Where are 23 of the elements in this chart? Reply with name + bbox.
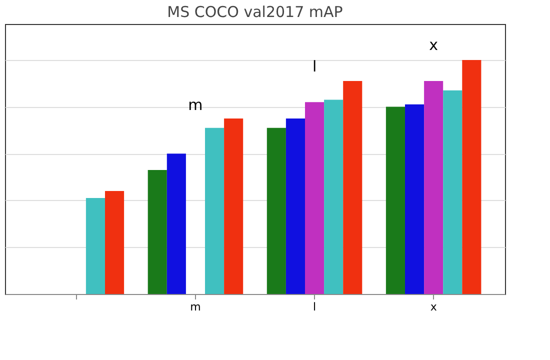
bar — [462, 60, 482, 294]
bar — [386, 106, 405, 294]
chart-title: MS COCO val2017 mAP — [167, 3, 343, 21]
bar — [148, 170, 167, 294]
bar — [266, 128, 286, 294]
bar — [343, 81, 362, 294]
bar — [405, 104, 424, 294]
x-tick-label: x — [430, 300, 438, 314]
bar — [166, 154, 186, 294]
bar — [424, 81, 444, 294]
bar — [105, 191, 124, 294]
annotation: l — [312, 58, 317, 76]
x-tick-label: m — [190, 300, 201, 314]
annotation: m — [188, 96, 203, 114]
bar — [86, 198, 105, 294]
bar — [443, 90, 462, 294]
bar — [324, 100, 344, 294]
bar — [286, 118, 305, 294]
bar — [205, 128, 224, 294]
bar — [305, 102, 324, 294]
x-tick-label: l — [312, 300, 316, 314]
text: x — [429, 36, 438, 54]
bar — [224, 118, 244, 294]
